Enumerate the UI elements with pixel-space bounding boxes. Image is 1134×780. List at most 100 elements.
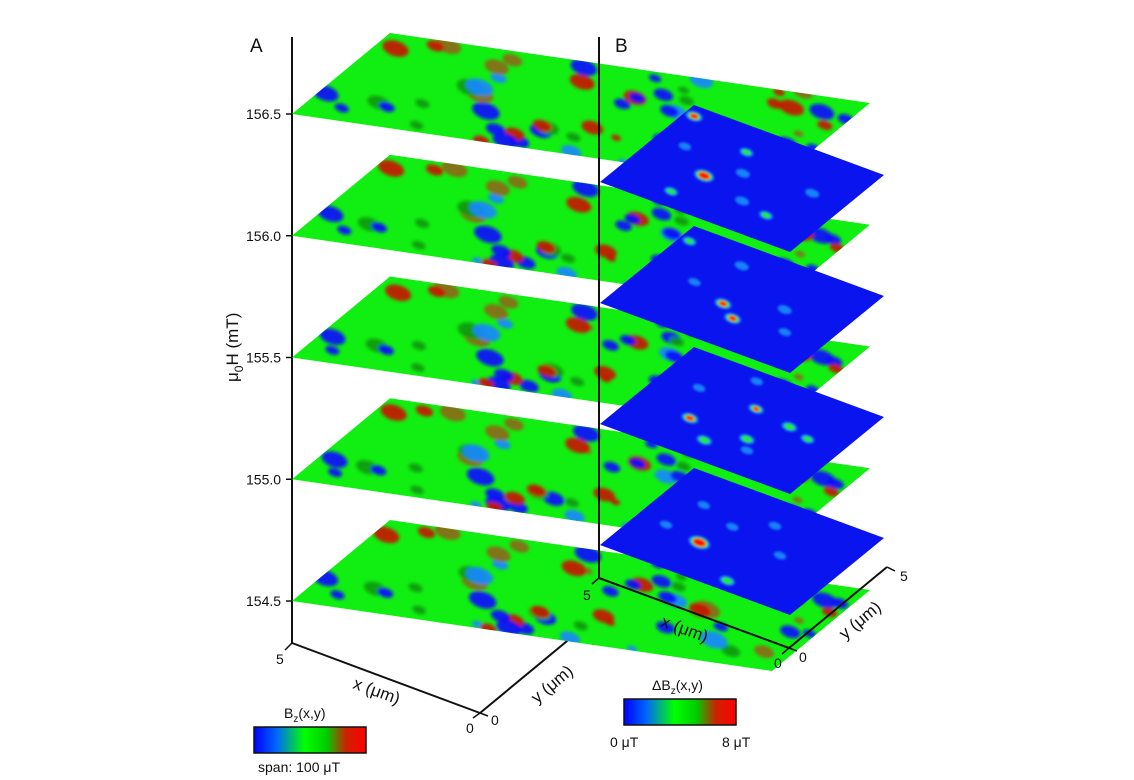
texture-spot	[465, 78, 494, 96]
texture-spot	[795, 250, 805, 258]
texture-spot	[498, 295, 519, 309]
hotspot-halo	[726, 522, 739, 531]
texture-spot	[319, 328, 346, 345]
z-tick-label: 155.5	[246, 350, 281, 366]
texture-spot	[566, 196, 591, 213]
texture-spot	[317, 205, 344, 223]
texture-spot	[605, 619, 615, 626]
texture-spot	[486, 546, 511, 562]
panel-a-x-tick-min	[472, 712, 481, 719]
hotspot-halo	[735, 168, 750, 178]
panel-b-y-tick-label-max: 5	[900, 568, 908, 584]
texture-spot	[491, 244, 511, 258]
panel-b-x-tick-max	[591, 577, 600, 585]
texture-spot	[831, 598, 849, 609]
slice-texture	[659, 501, 787, 586]
texture-spot	[793, 130, 804, 137]
hotspot-halo	[692, 383, 706, 392]
hotspot-halo	[688, 278, 701, 286]
texture-spot	[651, 575, 672, 588]
panel-a-x-axis-label: x (μm)	[351, 674, 403, 708]
hotspot-core	[692, 538, 707, 547]
texture-spot	[415, 405, 434, 417]
texture-spot	[370, 465, 387, 476]
panel-a-x-tick-max	[284, 642, 293, 651]
slice-plane	[600, 347, 884, 494]
texture-spot	[678, 86, 690, 94]
texture-spot	[700, 631, 728, 649]
texture-spot	[536, 241, 556, 254]
texture-spot	[373, 526, 400, 544]
texture-spot	[411, 341, 426, 351]
texture-spot	[780, 625, 801, 639]
panel-b-x-tick-min	[781, 647, 790, 655]
cb-b-title-sub: z	[671, 686, 676, 697]
texture-spot	[794, 617, 804, 624]
panel-a-x-tick-label-min: 0	[466, 720, 474, 736]
texture-spot	[565, 437, 590, 454]
hotspot-ring	[761, 212, 771, 219]
hotspot-core	[698, 171, 710, 180]
texture-spot	[564, 509, 585, 523]
texture-spot	[602, 586, 619, 597]
texture-spot	[802, 629, 816, 638]
colorbar-b-min-label: 0 μT	[610, 734, 639, 750]
texture-spot	[385, 284, 412, 302]
texture-spot	[651, 207, 672, 221]
z-tick-label: 155.0	[246, 471, 281, 487]
hotspot-ring	[802, 436, 813, 442]
panel-b-axes	[591, 37, 896, 655]
texture-spot	[426, 40, 445, 52]
panel-b-x-tick-label-min: 0	[774, 655, 782, 671]
texture-spot	[519, 379, 539, 393]
z-tick-label: 154.5	[246, 593, 281, 609]
texture-spot	[662, 227, 682, 240]
texture-spot	[485, 425, 510, 441]
texture-spot	[492, 559, 509, 570]
texture-spot	[625, 579, 641, 590]
hotspot-halo	[659, 520, 673, 529]
texture-spot	[494, 439, 511, 450]
panel-b-x-axis	[598, 577, 790, 649]
texture-spot	[473, 323, 501, 342]
panel-b-y-tick-min	[788, 647, 798, 652]
hotspot-halo	[735, 196, 750, 206]
texture-spot	[624, 214, 641, 224]
texture-spot	[530, 605, 550, 618]
hotspot-halo	[740, 446, 754, 455]
texture-spot	[676, 461, 691, 471]
texture-spot	[793, 373, 804, 381]
texture-spot	[629, 92, 645, 103]
hotspot-halo	[697, 501, 710, 510]
texture-spot	[485, 180, 510, 196]
texture-spot	[822, 607, 838, 617]
texture-spot	[377, 587, 394, 598]
texture-spot	[428, 285, 446, 298]
texture-spot	[337, 225, 352, 235]
texture-spot	[671, 582, 686, 592]
hotspot-ring	[698, 436, 710, 444]
hotspot-ring	[666, 188, 676, 195]
texture-spot	[779, 99, 805, 116]
texture-spot	[411, 240, 426, 250]
panel-a-y-axis	[479, 631, 579, 714]
hotspot-ring	[741, 149, 752, 156]
texture-spot	[603, 461, 621, 473]
hotspot-halo	[777, 305, 792, 315]
texture-spot	[754, 645, 775, 659]
texture-spot	[812, 592, 838, 609]
hotspot-halo	[768, 521, 782, 530]
texture-spot	[664, 350, 684, 363]
texture-spot	[602, 340, 619, 351]
hotspot-core	[728, 315, 738, 322]
texture-spot	[571, 303, 598, 321]
texture-spot	[504, 418, 524, 431]
texture-spot	[767, 98, 784, 109]
texture-spot	[610, 498, 621, 506]
texture-spot	[611, 134, 621, 141]
cb-b-title-main: ΔB	[652, 677, 671, 693]
panel-label-b: B	[615, 36, 628, 57]
texture-spot	[773, 88, 785, 96]
texture-spot	[574, 545, 602, 563]
